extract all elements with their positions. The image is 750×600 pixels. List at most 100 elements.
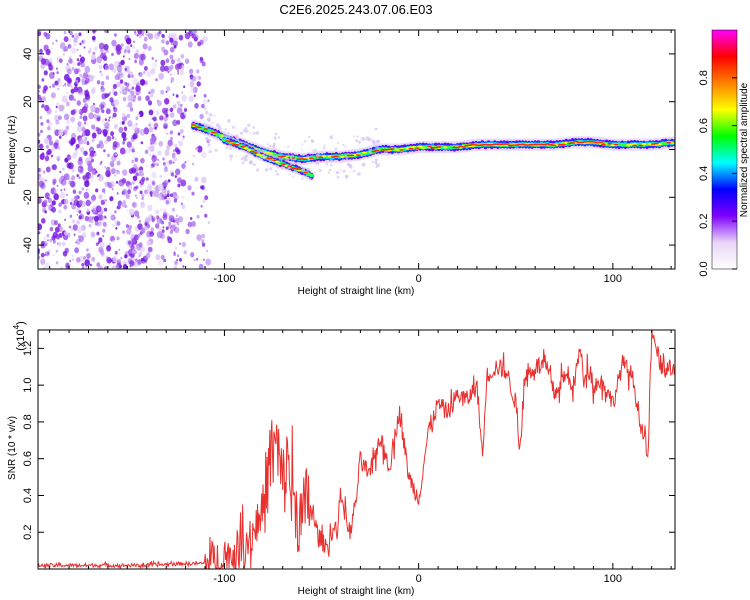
noise-speckle bbox=[103, 132, 108, 138]
noise-speckle bbox=[197, 75, 202, 80]
ridge-core bbox=[461, 146, 467, 148]
noise-speckle bbox=[122, 55, 125, 58]
noise-speckle bbox=[54, 114, 60, 122]
noise-speckle bbox=[135, 172, 139, 177]
noise-speckle bbox=[45, 48, 51, 56]
noise-speckle bbox=[116, 236, 120, 241]
noise-speckle bbox=[75, 241, 77, 244]
noise-speckle bbox=[50, 203, 54, 208]
noise-speckle bbox=[160, 89, 165, 95]
noise-speckle bbox=[135, 85, 141, 92]
noise-speckle bbox=[110, 131, 115, 137]
noise-speckle bbox=[73, 37, 78, 44]
ridge-scatter bbox=[276, 172, 280, 176]
noise-speckle bbox=[84, 215, 90, 222]
noise-speckle bbox=[148, 123, 151, 127]
noise-speckle bbox=[116, 170, 120, 175]
noise-speckle bbox=[160, 65, 166, 72]
noise-speckle bbox=[139, 179, 145, 186]
noise-speckle bbox=[131, 86, 135, 90]
ridge-core bbox=[641, 143, 647, 146]
noise-speckle bbox=[125, 224, 129, 228]
ridge-scatter bbox=[260, 149, 265, 154]
noise-speckle bbox=[59, 132, 62, 136]
noise-speckle bbox=[98, 214, 104, 221]
noise-speckle bbox=[195, 147, 198, 151]
noise-speckle bbox=[96, 80, 101, 85]
ridge-scatter bbox=[237, 138, 239, 140]
noise-speckle bbox=[155, 110, 160, 116]
noise-speckle bbox=[91, 256, 96, 262]
ridge-core bbox=[598, 141, 603, 144]
noise-speckle bbox=[45, 179, 47, 182]
noise-speckle bbox=[86, 253, 91, 259]
ridge-core bbox=[414, 147, 420, 149]
noise-speckle bbox=[55, 261, 59, 265]
noise-speckle bbox=[165, 114, 168, 118]
noise-speckle bbox=[39, 153, 45, 160]
noise-speckle bbox=[163, 258, 167, 263]
ridge-scatter bbox=[214, 148, 218, 152]
noise-speckle bbox=[132, 123, 138, 131]
noise-speckle bbox=[93, 215, 99, 223]
noise-speckle bbox=[138, 169, 144, 176]
noise-speckle bbox=[169, 230, 173, 235]
noise-speckle bbox=[57, 241, 62, 247]
noise-speckle bbox=[64, 84, 67, 88]
ridge-core bbox=[309, 157, 314, 159]
ridge-scatter bbox=[344, 145, 346, 147]
noise-speckle bbox=[163, 179, 169, 186]
noise-speckle bbox=[171, 152, 176, 158]
noise-speckle bbox=[47, 239, 49, 242]
noise-speckle bbox=[141, 141, 144, 144]
noise-speckle bbox=[164, 195, 167, 200]
noise-speckle bbox=[58, 104, 65, 112]
spectrogram-ytick-label: -40 bbox=[22, 237, 34, 253]
noise-speckle bbox=[135, 49, 140, 55]
ridge-core bbox=[654, 142, 659, 145]
noise-speckle bbox=[147, 204, 153, 212]
noise-speckle bbox=[199, 113, 204, 120]
noise-speckle bbox=[107, 172, 111, 177]
spectrogram-ticks: -100 0 100 -40 -20 0 20 40 bbox=[22, 30, 675, 285]
noise-speckle bbox=[177, 132, 181, 136]
noise-speckle bbox=[112, 224, 115, 227]
noise-speckle bbox=[98, 42, 105, 50]
noise-speckle bbox=[173, 252, 177, 257]
ridge-scatter bbox=[301, 149, 303, 152]
noise-speckle bbox=[169, 130, 174, 135]
noise-speckle bbox=[121, 190, 126, 196]
noise-speckle bbox=[162, 162, 166, 166]
noise-speckle bbox=[92, 30, 96, 34]
noise-speckle bbox=[207, 99, 210, 103]
noise-speckle bbox=[115, 46, 121, 52]
noise-speckle bbox=[86, 188, 89, 192]
ridge-scatter bbox=[214, 135, 217, 138]
noise-speckle bbox=[51, 206, 56, 213]
noise-speckle bbox=[131, 159, 135, 164]
noise-speckle bbox=[166, 132, 169, 135]
noise-speckle bbox=[119, 147, 126, 155]
snr-ytick-label: 0.4 bbox=[22, 488, 34, 503]
noise-speckle bbox=[56, 71, 59, 75]
noise-speckle bbox=[96, 144, 101, 149]
noise-speckle bbox=[131, 148, 135, 153]
noise-speckle bbox=[176, 259, 179, 262]
noise-speckle bbox=[168, 224, 172, 229]
ridge-scatter bbox=[308, 135, 311, 138]
ridge-scatter bbox=[306, 155, 310, 159]
spectrogram-ytick-label: 0 bbox=[22, 146, 34, 152]
noise-speckle bbox=[189, 76, 195, 83]
ridge-core bbox=[399, 147, 404, 150]
noise-speckle bbox=[158, 30, 162, 35]
noise-speckle bbox=[121, 121, 125, 125]
ridge-scatter bbox=[245, 129, 249, 133]
noise-speckle bbox=[72, 108, 77, 115]
noise-speckle bbox=[101, 81, 105, 86]
noise-speckle bbox=[175, 94, 179, 98]
noise-speckle bbox=[149, 145, 155, 152]
noise-speckle bbox=[71, 258, 75, 262]
spectrogram-ytick-label: -20 bbox=[22, 189, 34, 205]
noise-speckle bbox=[181, 204, 186, 210]
noise-speckle bbox=[166, 86, 171, 92]
